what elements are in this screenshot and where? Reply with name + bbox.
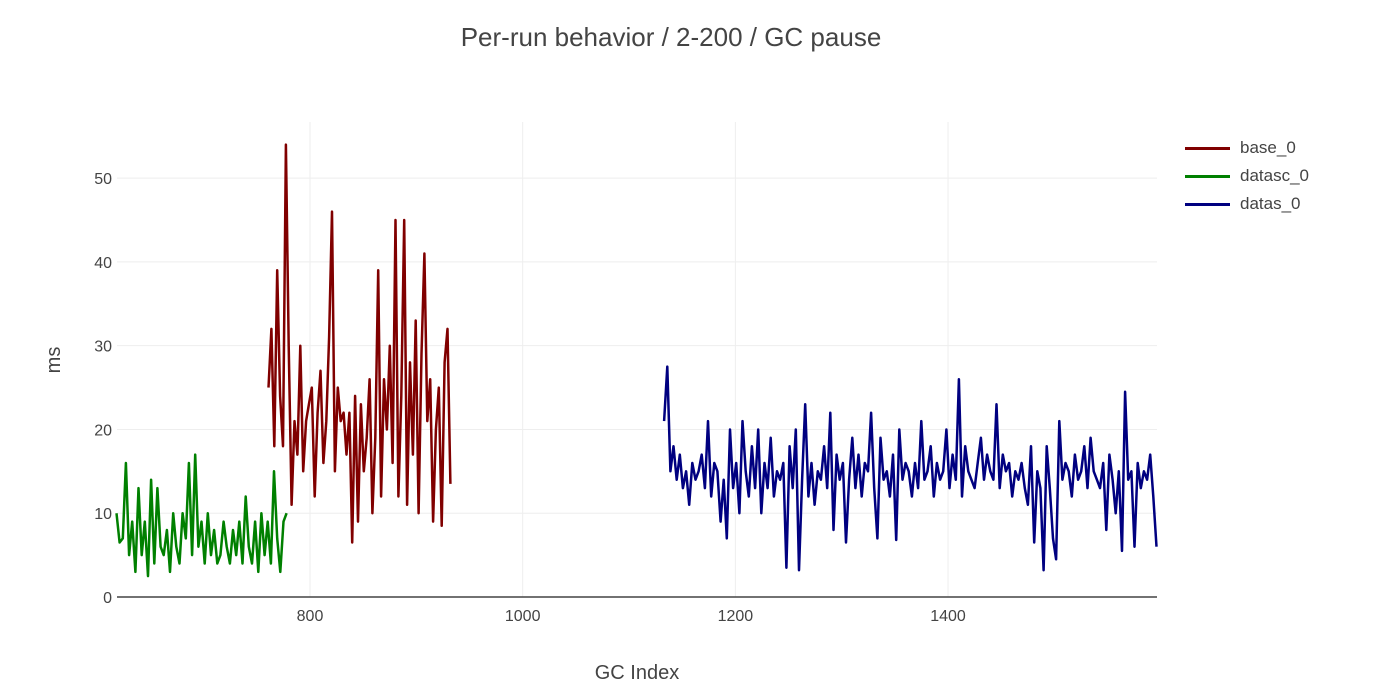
- y-axis-label: ms: [43, 347, 65, 374]
- x-tick-label: 800: [297, 608, 324, 625]
- y-tick-label: 20: [94, 422, 112, 439]
- y-tick-label: 50: [94, 171, 112, 188]
- x-axis-label: GC Index: [595, 662, 679, 684]
- y-tick-label: 0: [103, 590, 112, 607]
- legend-swatch: [1185, 174, 1230, 178]
- legend-label: base_0: [1240, 138, 1296, 157]
- series-line-datas-0: [662, 365, 1158, 572]
- series-lines: [115, 143, 1158, 578]
- series-line-base-0: [267, 143, 452, 544]
- legend-label: datas_0: [1240, 194, 1301, 213]
- series-line-datasc-0: [115, 453, 288, 578]
- x-tick-label: 1400: [930, 608, 966, 625]
- legend-item-datas-0[interactable]: datas_0: [1185, 190, 1309, 218]
- y-tick-label: 40: [94, 255, 112, 272]
- legend-item-base-0[interactable]: base_0: [1185, 134, 1309, 162]
- chart-title: Per-run behavior / 2-200 / GC pause: [460, 22, 882, 52]
- legend-swatch: [1185, 202, 1230, 206]
- y-tick-label: 30: [94, 339, 112, 356]
- tick-labels: 800 1000 1200 1400 0 10 20 30 40 50: [94, 171, 966, 625]
- x-tick-label: 1000: [505, 608, 541, 625]
- y-tick-label: 10: [94, 506, 112, 523]
- legend-item-datasc-0[interactable]: datasc_0: [1185, 162, 1309, 190]
- x-tick-label: 1200: [718, 608, 754, 625]
- legend-swatch: [1185, 146, 1230, 150]
- legend: base_0 datasc_0 datas_0: [1185, 134, 1309, 218]
- gridlines: [117, 122, 1157, 597]
- legend-label: datasc_0: [1240, 166, 1309, 185]
